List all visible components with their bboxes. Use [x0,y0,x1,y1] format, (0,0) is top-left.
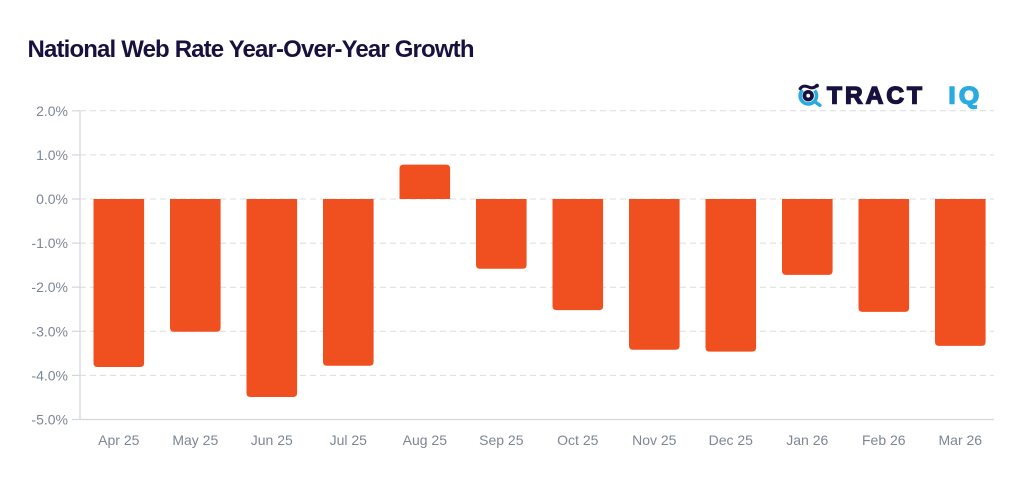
svg-text:0.0%: 0.0% [36,191,68,207]
svg-text:-4.0%: -4.0% [31,367,68,383]
svg-text:-1.0%: -1.0% [31,235,68,251]
svg-text:1.0%: 1.0% [36,147,68,163]
svg-text:2.0%: 2.0% [36,103,68,119]
svg-text:Mar 26: Mar 26 [939,432,983,448]
svg-text:Nov 25: Nov 25 [632,432,677,448]
svg-text:Feb 26: Feb 26 [862,432,906,448]
svg-text:-5.0%: -5.0% [31,412,68,428]
svg-text:Aug 25: Aug 25 [403,432,448,448]
svg-text:Dec 25: Dec 25 [709,432,754,448]
svg-text:-3.0%: -3.0% [31,323,68,339]
svg-text:May 25: May 25 [172,432,218,448]
svg-text:Sep 25: Sep 25 [479,432,524,448]
svg-text:-2.0%: -2.0% [31,279,68,295]
svg-text:TRACT: TRACT [827,83,925,110]
svg-text:IQ: IQ [948,83,982,110]
svg-text:Apr 25: Apr 25 [98,432,139,448]
svg-text:Jul 25: Jul 25 [330,432,368,448]
svg-text:Oct 25: Oct 25 [557,432,598,448]
svg-text:Jun 25: Jun 25 [251,432,293,448]
svg-text:Jan 26: Jan 26 [786,432,828,448]
